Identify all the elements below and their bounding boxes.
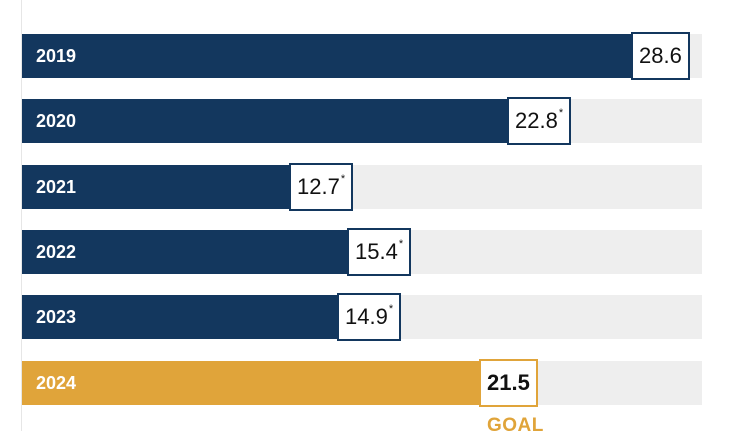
data-label-2021: 12.7 * — [289, 163, 354, 211]
footnote-mark: * — [340, 173, 346, 185]
data-label-value: 12.7 — [297, 174, 340, 199]
category-label: 2020 — [36, 110, 77, 131]
bar-row-2020: 2020 — [22, 99, 702, 143]
category-label: 2021 — [36, 176, 77, 197]
data-label-2022: 15.4 * — [347, 228, 412, 276]
data-label-2020: 22.8 * — [507, 97, 572, 145]
bar-2024 — [22, 361, 485, 405]
bar-2023 — [22, 295, 343, 339]
data-label-2023: 14.9 * — [337, 293, 402, 341]
data-label-value: 22.8 — [515, 108, 558, 133]
bar-2021 — [22, 165, 295, 209]
axis-line — [21, 0, 22, 431]
category-label: 2023 — [36, 306, 77, 327]
goal-annotation: GOAL — [487, 415, 544, 436]
data-label-value: 15.4 — [355, 239, 398, 264]
data-label-value: 14.9 — [345, 304, 388, 329]
bar-2019 — [22, 34, 637, 78]
bar-2020 — [22, 99, 513, 143]
data-label-2019: 28.6 — [631, 32, 690, 80]
category-label: 2019 — [36, 45, 77, 66]
bar-row-2019: 2019 — [22, 34, 702, 78]
category-label: 2022 — [36, 241, 77, 262]
data-label-value: 21.5 — [487, 370, 530, 395]
footnote-mark: * — [558, 107, 564, 119]
footnote-mark: * — [388, 303, 394, 315]
footnote-mark: * — [398, 238, 404, 250]
data-label-2024: 21.5 — [479, 359, 538, 407]
bar-2022 — [22, 230, 353, 274]
category-label: 2024 — [36, 372, 77, 393]
bar-row-2024: 2024 — [22, 361, 702, 405]
bar-row-2021: 2021 — [22, 165, 702, 209]
data-label-value: 28.6 — [639, 43, 682, 68]
